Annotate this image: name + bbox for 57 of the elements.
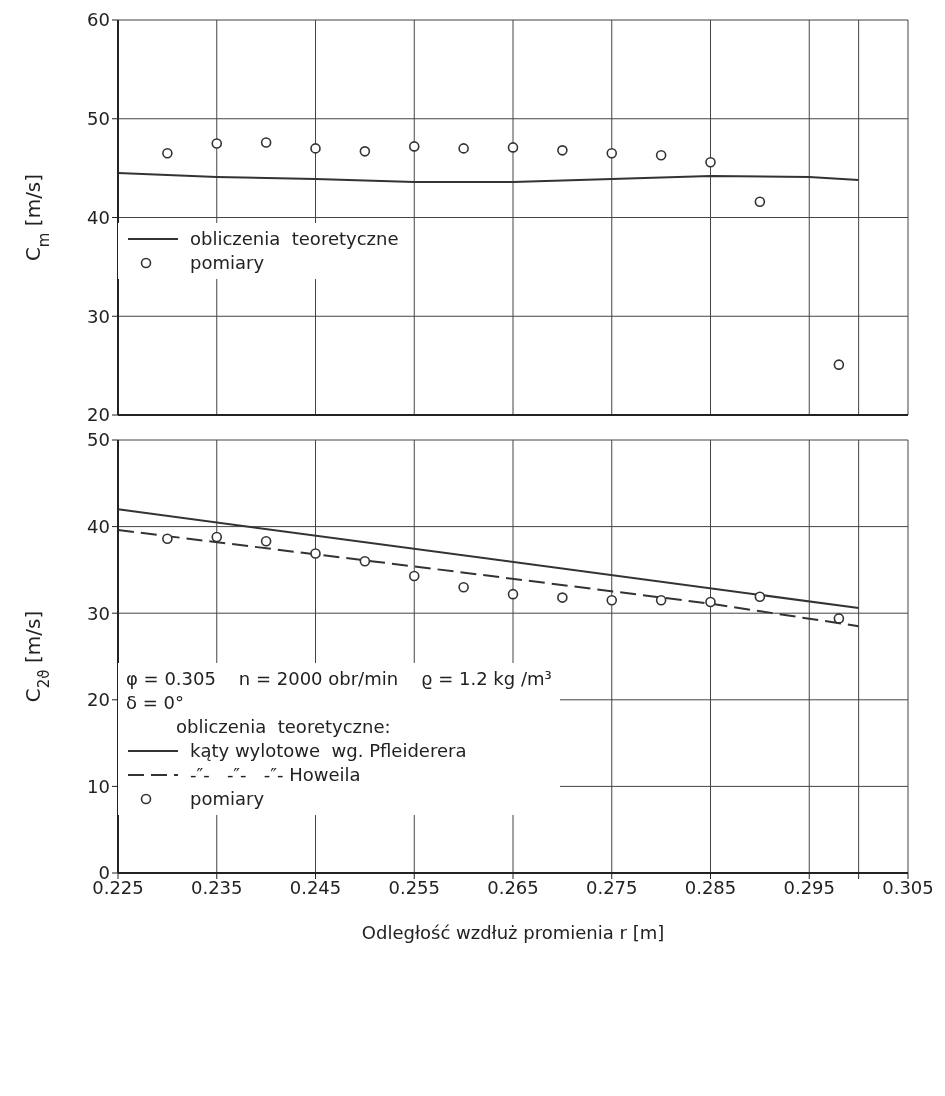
point — [310, 143, 321, 154]
point — [655, 149, 667, 161]
x-tick-label: 0.235 — [190, 876, 243, 898]
legend-title: obliczenia teoretyczne: — [175, 715, 392, 739]
point — [310, 548, 321, 559]
x-tick-label: 0.255 — [388, 876, 441, 898]
y-tick-label: 60 — [87, 9, 110, 31]
point — [754, 196, 766, 207]
y-tick-label: 30 — [87, 602, 110, 624]
y-tick-label: 10 — [87, 775, 110, 797]
point — [833, 359, 845, 370]
annotation: δ = 0° — [126, 691, 185, 715]
point — [162, 148, 173, 159]
x-axis-title: Odległość wzdłuż promienia r [m] — [361, 922, 665, 943]
point — [359, 146, 371, 157]
point — [705, 596, 716, 608]
point — [458, 581, 469, 593]
point — [408, 570, 420, 582]
point — [754, 591, 766, 603]
point — [260, 536, 272, 547]
y-tick-label: 50 — [87, 429, 110, 451]
point — [655, 594, 667, 606]
x-tick-label: 0.295 — [783, 876, 836, 898]
line-series — [118, 529, 860, 628]
x-tick-label: 0.265 — [487, 876, 539, 898]
legend-label: -″- -″- -″- Howeila — [190, 763, 361, 787]
x-tick-label: 0.305 — [882, 876, 934, 898]
point — [507, 588, 519, 600]
y-tick-label: 20 — [87, 689, 110, 711]
point — [606, 594, 618, 606]
point — [260, 137, 272, 148]
legend-label: kąty wylotowe wg. Pfleiderera — [190, 739, 467, 763]
y-tick-label: 40 — [87, 515, 110, 537]
y-tick-label: 20 — [87, 404, 110, 426]
legend-label: obliczenia teoretyczne — [190, 227, 399, 251]
point — [458, 143, 469, 154]
point — [557, 145, 568, 156]
point — [211, 531, 223, 543]
legend-label: pomiary — [190, 787, 265, 811]
point — [705, 156, 716, 168]
x-tick-label: 0.245 — [289, 876, 342, 898]
x-tick-label: 0.285 — [684, 876, 737, 898]
point — [833, 613, 845, 624]
legend-label: pomiary — [190, 251, 265, 275]
point — [211, 138, 223, 149]
line-series — [118, 172, 860, 183]
point — [162, 533, 173, 545]
y-tick-label: 30 — [87, 305, 110, 327]
y-tick-label: 50 — [87, 108, 110, 130]
annotation: φ = 0.305 n = 2000 obr/min ϱ = 1.2 kg /m³ — [126, 667, 552, 691]
y-tick-label: 40 — [87, 206, 110, 228]
point — [408, 141, 420, 152]
point — [557, 592, 568, 603]
point — [359, 555, 371, 567]
point — [606, 148, 618, 159]
x-tick-label: 0.275 — [585, 876, 638, 898]
point — [507, 142, 519, 153]
